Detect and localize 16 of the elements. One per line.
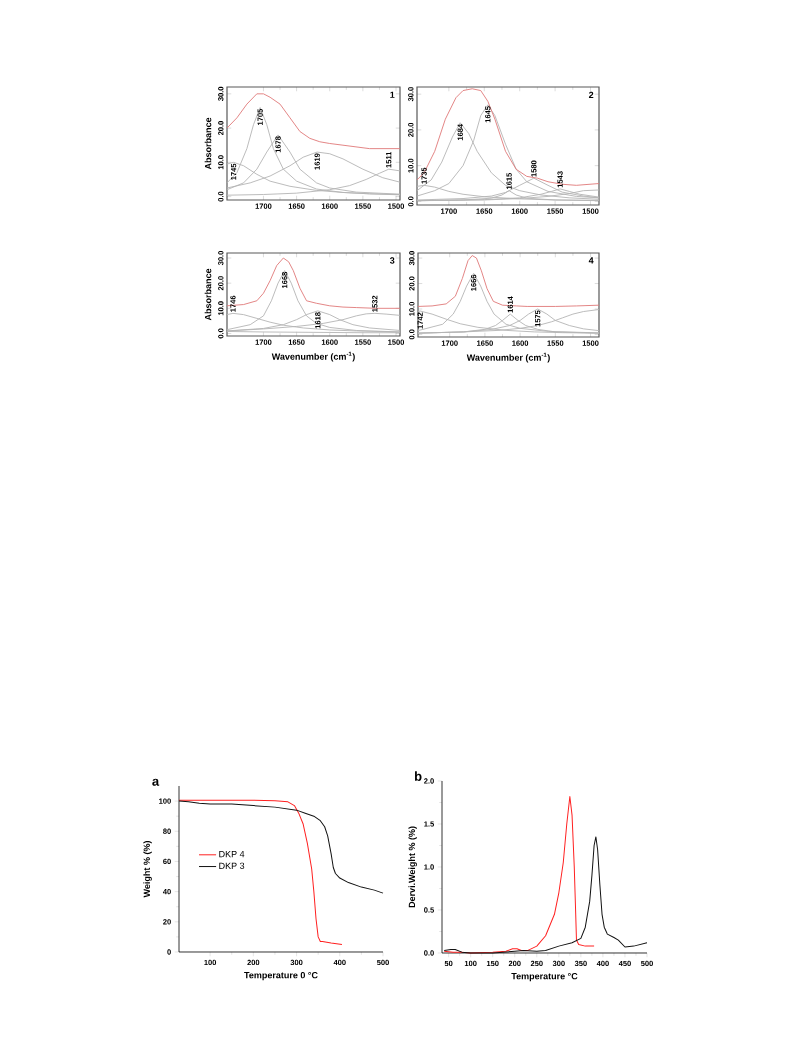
- y-axis-title: Absorbance: [204, 117, 212, 170]
- x-axis-title: Wavenumber (cm$^{-1}$): [466, 352, 550, 363]
- x-axis-title: Temperature °C: [511, 972, 578, 982]
- chart-title: a: [152, 778, 160, 786]
- chart-title: b: [414, 771, 422, 781]
- x-axis-title: Wavenumber (cm$^{-1}$): [271, 351, 355, 362]
- chart-title: 2: [588, 91, 594, 98]
- chart-title: 1: [390, 91, 395, 98]
- y-axis-title: Absorbance: [204, 268, 212, 321]
- chart-title: 4: [588, 257, 594, 264]
- x-axis-title: Temperature 0 °C: [244, 971, 318, 981]
- legend-label: DKP 4: [219, 850, 245, 858]
- chart-title: 3: [389, 257, 395, 264]
- y-axis-title: Dervi.Weight % (%): [408, 826, 417, 908]
- legend-label: DKP 3: [219, 862, 245, 870]
- y-axis-title: Weight % (%): [143, 841, 152, 898]
